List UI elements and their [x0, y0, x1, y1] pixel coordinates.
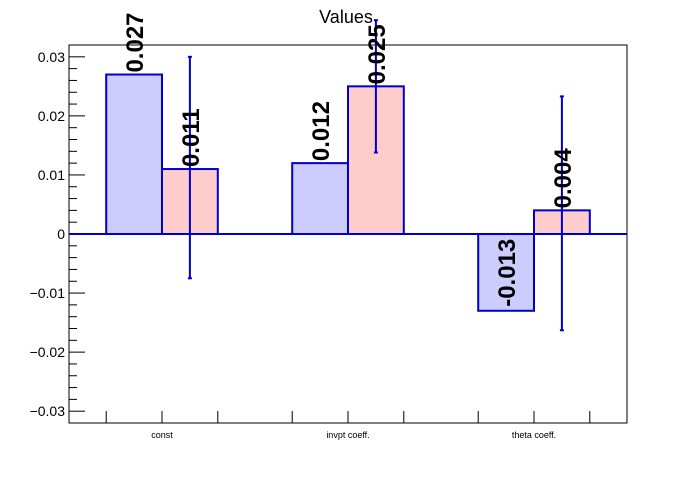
y-tick-label: −0.03 [30, 403, 66, 419]
chart-title: Values [319, 7, 373, 27]
bar-value-label: 0.027 [122, 12, 149, 72]
bar [105, 73, 163, 235]
bar-value-label: 0.011 [178, 108, 205, 167]
error-bars-layer [187, 19, 564, 332]
y-axis: 0.03 0.02 0.01 0 −0.01 −0.02 −0.03 [30, 44, 85, 424]
bar [477, 233, 536, 312]
bar-labels-layer: 0.027 0.012 -0.013 0.011 0.025 0.004 [122, 12, 577, 306]
x-category-label: theta coeff. [512, 430, 556, 440]
y-tick-label: −0.02 [30, 344, 66, 360]
bar-value-label: 0.025 [364, 24, 391, 84]
bars-layer [105, 73, 591, 312]
y-tick-label: 0.03 [38, 49, 65, 65]
bar-value-label: -0.013 [494, 239, 521, 307]
y-tick-label: −0.01 [30, 285, 66, 301]
y-tick-label: 0.02 [38, 108, 65, 124]
bar-value-label: 0.012 [308, 101, 335, 161]
y-tick-label: 0.01 [38, 167, 65, 183]
x-category-label: invpt coeff. [326, 430, 369, 440]
x-category-label: const [151, 430, 173, 440]
y-tick-label: 0 [57, 226, 65, 242]
bar [291, 162, 350, 235]
x-axis: const invpt coeff. theta coeff. [105, 411, 591, 440]
bar-value-label: 0.004 [550, 148, 577, 209]
